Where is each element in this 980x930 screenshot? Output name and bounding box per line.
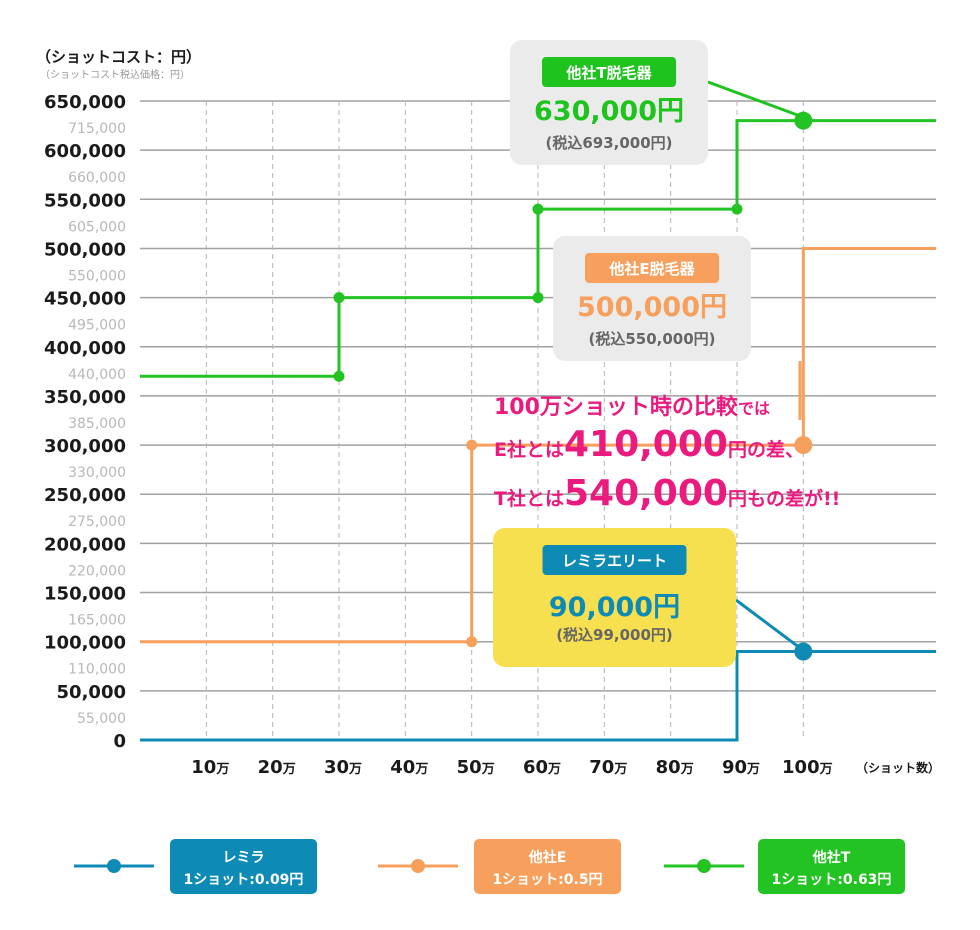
x-tick-label: 50万 [457, 757, 495, 778]
annotation-box-T: 他社T脱毛器 630,000円 (税込693,000円) [510, 40, 801, 165]
annotation-tax-price: (税込693,000円) [545, 134, 672, 152]
legend-name: 他社T [812, 849, 851, 866]
legend-swatch-marker [107, 859, 121, 873]
y-tick-tax-label: 110,000 [68, 662, 126, 678]
y-tick-tax-label: 605,000 [68, 219, 126, 235]
annotation-badge [585, 253, 719, 283]
annotation-name: レミラエリート [562, 552, 667, 570]
annotation-price: 500,000円 [577, 292, 727, 323]
y-tick-label: 50,000 [57, 682, 126, 703]
y-tick-label: 0 [113, 731, 126, 752]
annotation-name: 他社E脱毛器 [608, 260, 695, 278]
legend-rate: 1ショット:0.63円 [772, 872, 892, 888]
legend-rate: 1ショット:0.09円 [184, 872, 304, 888]
callout-line-3: T社とは540,000円もの差が!! [494, 473, 840, 514]
y-tick-tax-label: 220,000 [68, 563, 126, 579]
annotation-leader-line [735, 598, 801, 650]
series [140, 111, 936, 742]
annotation-box-R: レミラエリート 90,000円 (税込99,000円) [493, 528, 801, 667]
legend-item: レミラ 1ショット:0.09円 [74, 839, 317, 894]
callout-line-1: 100万ショット時の比較では [494, 394, 770, 420]
y-tick-tax-label: 165,000 [68, 613, 126, 629]
x-tick-label: 100万 [782, 757, 833, 778]
legend-label-box [170, 839, 317, 894]
y-tick-tax-label: 330,000 [68, 465, 126, 481]
x-tick-label: 70万 [589, 757, 627, 778]
data-point [466, 636, 478, 648]
y-tick-label: 650,000 [44, 92, 126, 113]
annotation-badge [542, 57, 676, 87]
data-point [532, 203, 544, 215]
series-line [140, 650, 936, 742]
x-tick-label: 60万 [523, 757, 561, 778]
y-tick-label: 100,000 [44, 633, 126, 654]
y-tick-label: 500,000 [44, 239, 126, 260]
x-tick-label: 30万 [324, 757, 362, 778]
legend-rate: 1ショット:0.5円 [492, 872, 602, 888]
y-tick-label: 200,000 [44, 534, 126, 555]
y-tick-label: 150,000 [44, 584, 126, 605]
callout-line-2: E社とは410,000円の差、 [494, 424, 804, 465]
y-tick-tax-label: 55,000 [77, 711, 126, 727]
data-point [466, 439, 478, 451]
y-tick-label: 600,000 [44, 141, 126, 162]
legend-item: 他社T 1ショット:0.63円 [664, 839, 905, 894]
annotation-tax-price: (税込99,000円) [556, 626, 673, 644]
y-tick-label: 400,000 [44, 338, 126, 359]
data-point [532, 292, 544, 304]
data-point [731, 203, 743, 215]
y-tick-tax-label: 495,000 [68, 318, 126, 334]
x-tick-label: 20万 [258, 757, 296, 778]
legend-name: レミラ [223, 850, 265, 866]
y-tick-tax-label: 550,000 [68, 268, 126, 284]
x-tick-label: 40万 [390, 757, 428, 778]
legend-swatch-marker [697, 859, 711, 873]
y-tick-label: 450,000 [44, 289, 126, 310]
data-point [794, 436, 813, 455]
annotation-badge [542, 545, 687, 575]
y-axis-title: （ショットコスト：円） [36, 48, 201, 66]
legend-label-box [474, 839, 621, 894]
series-line [140, 119, 936, 378]
y-tick-tax-label: 715,000 [68, 121, 126, 137]
legend-label-box [758, 839, 905, 894]
data-point [333, 292, 345, 304]
x-tick-label: 10万 [191, 757, 229, 778]
x-tick-label: 90万 [722, 757, 760, 778]
y-tick-label: 250,000 [44, 485, 126, 506]
y-tick-tax-label: 440,000 [68, 367, 126, 383]
annotation-price: 90,000円 [549, 592, 680, 623]
annotation-price: 630,000円 [534, 96, 684, 127]
legend-name: 他社E [528, 849, 567, 866]
y-tick-label: 350,000 [44, 387, 126, 408]
y-tick-label: 550,000 [44, 190, 126, 211]
annotation-tax-price: (税込550,000円) [588, 330, 715, 348]
y-axis-subtitle: （ショットコスト税込価格：円） [40, 68, 190, 81]
series-line [140, 246, 936, 644]
annotation-box-E: 他社E脱毛器 500,000円 (税込550,000円) [553, 236, 802, 420]
y-tick-tax-label: 660,000 [68, 170, 126, 186]
data-point [333, 370, 345, 382]
legend-item: 他社E 1ショット:0.5円 [378, 839, 621, 894]
y-tick-label: 300,000 [44, 436, 126, 457]
x-tick-label: 80万 [656, 757, 694, 778]
y-tick-tax-label: 385,000 [68, 416, 126, 432]
annotations: 他社T脱毛器 630,000円 (税込693,000円) 他社E脱毛器 500,000円… [493, 40, 802, 667]
x-axis-unit: （ショット数） [856, 760, 940, 775]
axes: 0 50,000 55,000 100,000 110,000 150,000 165,00… [36, 48, 940, 778]
legend: レミラ 1ショット:0.09円 他社E 1ショット:0.5円 他社T 1ショット:0.63… [74, 839, 905, 894]
legend-swatch-marker [411, 859, 425, 873]
annotation-name: 他社T脱毛器 [565, 64, 652, 82]
annotation-leader-line [707, 80, 801, 118]
y-tick-tax-label: 275,000 [68, 514, 126, 530]
comparison-callout: 100万ショット時の比較では E社とは410,000円の差、 T社とは540,000… [494, 394, 840, 514]
